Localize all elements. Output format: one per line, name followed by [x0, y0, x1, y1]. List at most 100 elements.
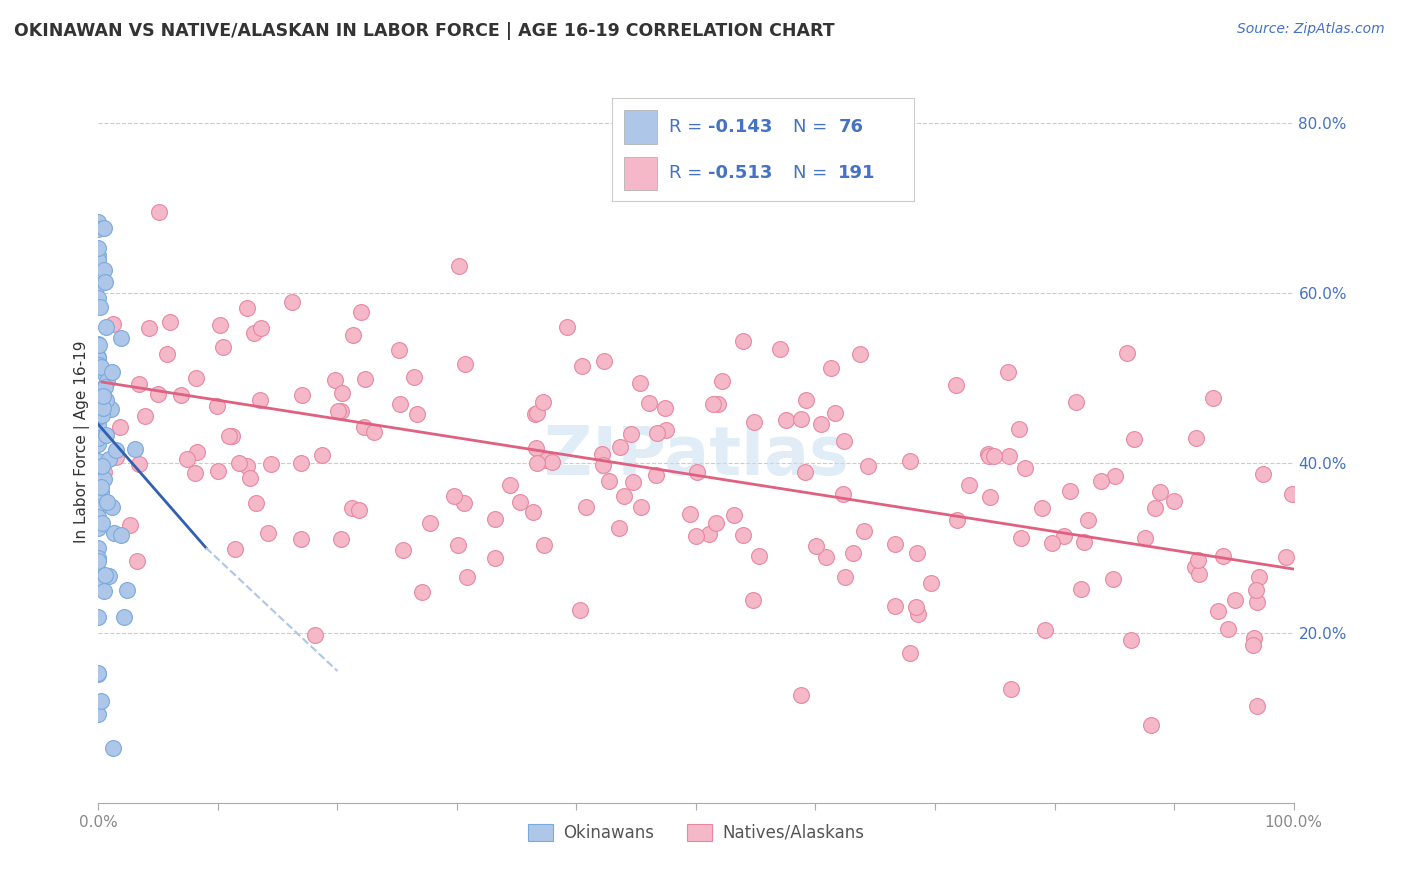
Point — [108, 420, 131, 434]
Point — [1104, 468, 1126, 483]
Point — [96, 494, 118, 508]
Point — [125, 554, 148, 568]
Point — [1275, 550, 1298, 565]
Point — [87, 610, 110, 624]
Point — [87, 248, 110, 262]
Point — [87, 464, 110, 478]
Point — [998, 449, 1021, 463]
Point — [794, 465, 817, 479]
Point — [1163, 494, 1185, 508]
Point — [100, 401, 122, 416]
Point — [623, 475, 645, 490]
Point — [742, 593, 765, 607]
Point — [260, 457, 283, 471]
Text: 76: 76 — [838, 118, 863, 136]
Point — [207, 464, 229, 478]
Point — [342, 327, 364, 342]
Point — [101, 500, 124, 515]
Point — [87, 291, 110, 305]
Point — [128, 376, 150, 391]
Point — [484, 550, 506, 565]
Point — [1206, 604, 1229, 618]
Point — [592, 353, 614, 368]
Point — [628, 376, 651, 391]
Point — [128, 457, 150, 471]
Point — [1000, 682, 1022, 697]
Point — [1059, 484, 1081, 499]
Point — [87, 277, 110, 292]
Point — [1115, 346, 1137, 360]
Point — [1010, 531, 1032, 545]
Point — [328, 404, 350, 418]
Point — [347, 503, 370, 517]
Text: ZIPatlas: ZIPatlas — [544, 423, 848, 489]
Point — [94, 276, 117, 290]
Point — [630, 500, 652, 514]
Point — [815, 550, 838, 565]
Point — [87, 510, 110, 524]
Point — [699, 527, 721, 541]
Point — [112, 610, 135, 624]
Point — [655, 423, 678, 437]
Point — [856, 458, 879, 473]
Text: R =: R = — [669, 164, 709, 182]
Point — [87, 572, 110, 586]
Point — [93, 263, 115, 277]
Point — [186, 371, 208, 385]
Point — [945, 378, 967, 392]
Point — [852, 524, 875, 538]
Point — [363, 425, 385, 440]
Point — [291, 387, 314, 401]
Point — [884, 599, 907, 613]
Point — [1070, 582, 1092, 597]
Point — [94, 392, 117, 407]
Point — [1053, 529, 1076, 543]
Bar — [624, 111, 657, 145]
Point — [824, 406, 846, 420]
Text: 191: 191 — [838, 164, 876, 182]
Point — [613, 489, 636, 503]
Point — [707, 397, 730, 411]
Point — [447, 538, 470, 552]
Point — [484, 511, 506, 525]
Point — [388, 396, 411, 410]
Point — [221, 429, 243, 443]
Point — [87, 483, 110, 497]
Point — [1140, 718, 1163, 732]
Point — [87, 569, 110, 583]
Point — [148, 205, 170, 219]
Point — [1077, 513, 1099, 527]
Point — [212, 341, 235, 355]
Point — [87, 252, 110, 267]
Point — [591, 447, 613, 461]
Point — [997, 365, 1019, 379]
Point — [592, 458, 614, 473]
Point — [499, 477, 522, 491]
Point — [94, 568, 117, 582]
Point — [124, 442, 146, 456]
Point — [686, 466, 709, 480]
Point — [236, 301, 259, 315]
Point — [90, 359, 112, 374]
Point — [1187, 553, 1209, 567]
Point — [1102, 573, 1125, 587]
Point — [1184, 560, 1206, 574]
Point — [87, 338, 110, 352]
Point — [87, 351, 110, 365]
Point — [645, 425, 668, 440]
Point — [419, 516, 441, 530]
Point — [1202, 391, 1225, 405]
Point — [907, 607, 929, 621]
Point — [94, 367, 117, 381]
Point — [104, 443, 127, 458]
Point — [110, 528, 132, 542]
Point — [620, 426, 643, 441]
Point — [789, 412, 811, 426]
Point — [388, 343, 411, 357]
Point — [1143, 501, 1166, 516]
Point — [1135, 531, 1157, 545]
Point — [353, 372, 375, 386]
Point — [804, 539, 827, 553]
Point — [509, 495, 531, 509]
Point — [98, 452, 121, 467]
